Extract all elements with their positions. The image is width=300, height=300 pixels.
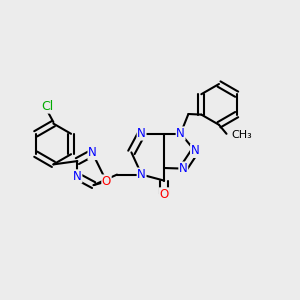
Text: N: N	[176, 127, 185, 140]
Text: N: N	[179, 162, 188, 175]
Text: O: O	[160, 188, 169, 201]
Text: Cl: Cl	[41, 100, 53, 113]
Text: N: N	[137, 127, 146, 140]
Text: N: N	[73, 170, 82, 183]
Text: N: N	[190, 144, 200, 158]
Text: O: O	[102, 175, 111, 188]
Text: N: N	[88, 146, 97, 160]
Text: N: N	[137, 168, 146, 181]
Text: CH₃: CH₃	[231, 130, 252, 140]
